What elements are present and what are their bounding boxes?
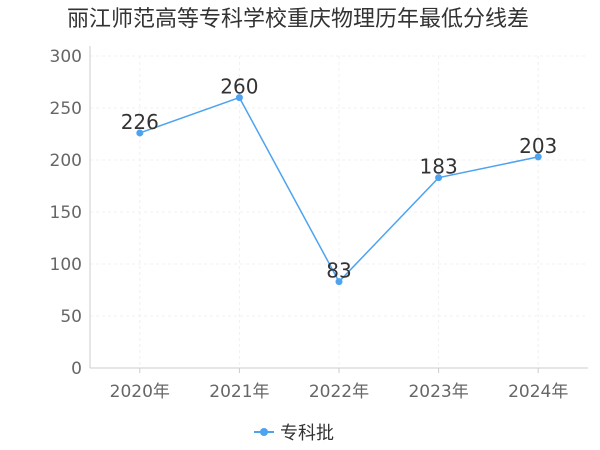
grid-lines — [90, 55, 588, 368]
data-point[interactable] — [235, 94, 243, 102]
data-label: 226 — [121, 110, 159, 134]
x-tick-label: 2023年 — [408, 382, 468, 402]
legend-label-zhuanke: 专科批 — [280, 423, 334, 444]
y-tick-labels: 0 50 100 150 200 250 300 — [50, 47, 82, 379]
series-layer: 226 260 83 183 203 — [121, 75, 557, 286]
x-tick-label: 2024年 — [508, 382, 568, 402]
data-point[interactable] — [435, 174, 443, 182]
y-tick-label: 50 — [60, 307, 82, 327]
x-tick-label: 2021年 — [209, 382, 269, 402]
chart-title: 丽江师范高等专科学校重庆物理历年最低分线差 — [67, 7, 529, 32]
x-tick-label: 2020年 — [110, 382, 170, 402]
data-label: 83 — [326, 259, 351, 283]
y-tick-label: 200 — [50, 151, 82, 171]
y-tick-label: 0 — [71, 359, 82, 379]
y-tick-label: 300 — [50, 47, 82, 67]
data-point[interactable] — [534, 153, 542, 161]
data-label: 260 — [220, 75, 258, 99]
y-tick-label: 150 — [50, 203, 82, 223]
axes — [89, 46, 588, 373]
legend[interactable]: 专科批 — [254, 423, 334, 444]
y-tick-label: 100 — [50, 255, 82, 275]
legend-dot-marker — [260, 428, 268, 436]
x-tick-labels: 2020年 2021年 2022年 2023年 2024年 — [110, 382, 569, 402]
data-label: 183 — [420, 155, 458, 179]
data-point[interactable] — [335, 278, 343, 286]
y-tick-label: 250 — [50, 99, 82, 119]
data-label: 203 — [519, 134, 557, 158]
x-tick-label: 2022年 — [309, 382, 369, 402]
data-point[interactable] — [136, 129, 144, 137]
